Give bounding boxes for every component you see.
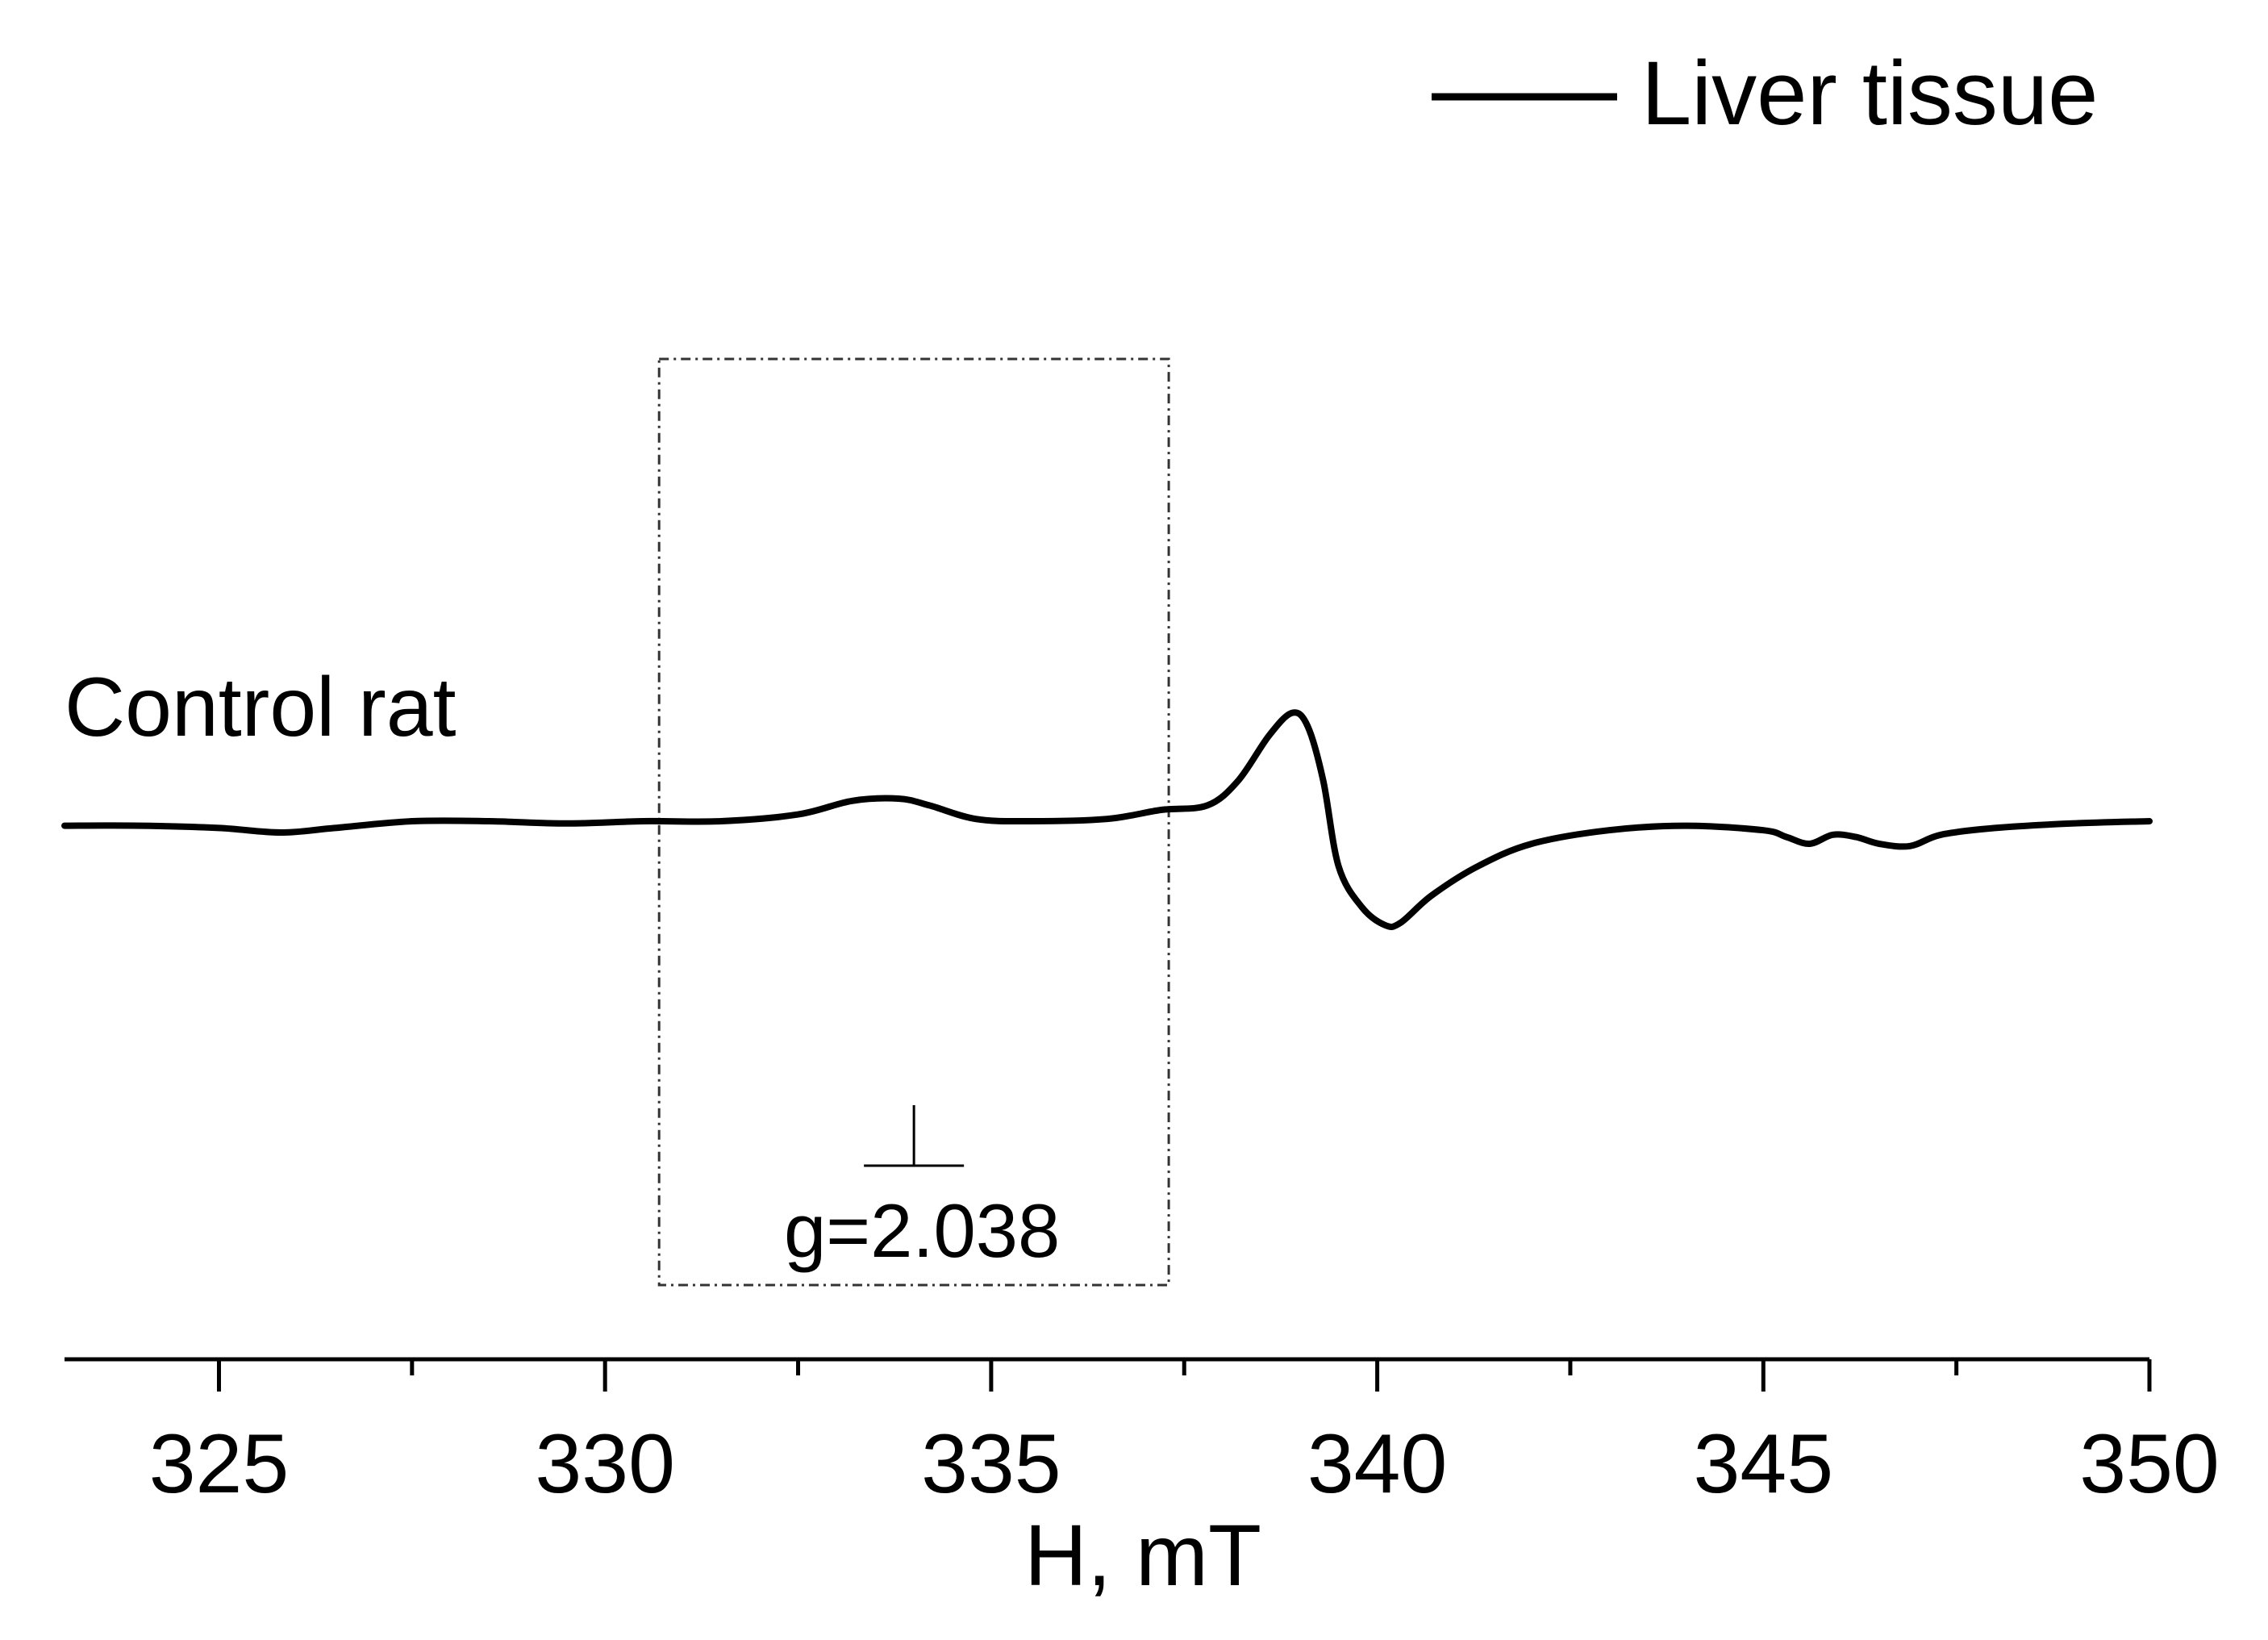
x-tick-label: 330 (535, 1417, 675, 1511)
legend: Liver tissue (1432, 43, 2098, 144)
x-axis-tick-labels: 325 330 335 340 345 350 (149, 1417, 2220, 1511)
g-factor-marker (864, 1105, 965, 1167)
annotation-g-value: g=2.038 (784, 1188, 1060, 1273)
series-line-liver-tissue (61, 709, 2153, 930)
x-axis: 325 330 335 340 345 350 (65, 1357, 2220, 1511)
highlight-box (657, 357, 1170, 1287)
x-axis-ticks (216, 1359, 2152, 1392)
x-axis-label: H, mT (1024, 1506, 1261, 1604)
x-tick-label: 325 (149, 1417, 290, 1511)
annotation-control-rat: Control rat (65, 661, 457, 754)
x-tick-label: 350 (2079, 1417, 2220, 1511)
x-tick-label: 340 (1307, 1417, 1448, 1511)
x-tick-label: 335 (921, 1417, 1061, 1511)
x-tick-label: 345 (1694, 1417, 1834, 1511)
legend-label-liver-tissue: Liver tissue (1641, 43, 2098, 144)
